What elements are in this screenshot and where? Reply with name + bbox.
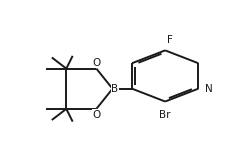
Text: F: F	[167, 35, 173, 45]
Text: B: B	[111, 84, 119, 94]
Text: O: O	[92, 58, 100, 68]
Text: O: O	[92, 110, 100, 120]
Text: N: N	[205, 84, 212, 94]
Text: Br: Br	[159, 110, 171, 120]
